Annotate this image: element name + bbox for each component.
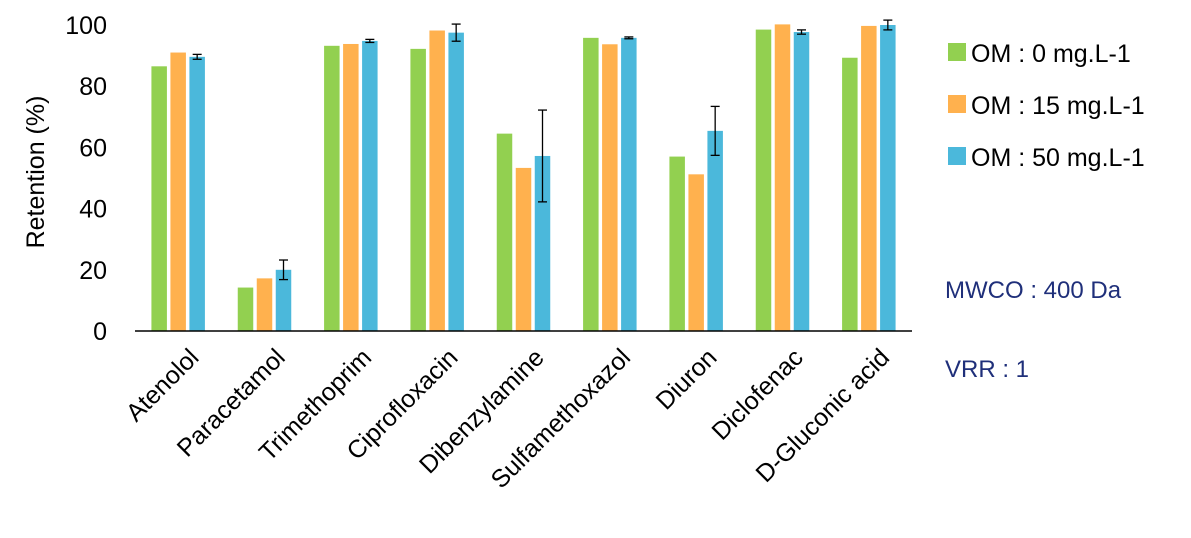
- y-tick-label: 100: [65, 12, 107, 40]
- bar-3: [534, 155, 551, 331]
- bar-1: [237, 287, 254, 331]
- bar-3: [362, 40, 378, 332]
- bar-1: [410, 48, 426, 331]
- bar-3: [880, 25, 896, 331]
- x-category-labels: AtenololParacetamolTrimethoprimCiproflox…: [121, 343, 895, 493]
- bar-2: [861, 25, 877, 331]
- bar-2: [343, 43, 359, 332]
- y-tick-label: 60: [79, 134, 107, 162]
- bar-2: [429, 30, 445, 332]
- bar-2: [688, 174, 704, 331]
- bar-2: [774, 24, 791, 331]
- bar-1: [755, 29, 772, 332]
- bar-2: [170, 52, 186, 331]
- x-category-label: Atenolol: [121, 343, 205, 427]
- bars-layer: [151, 24, 896, 332]
- legend-swatch-3: [948, 147, 966, 165]
- bar-3: [621, 37, 637, 332]
- bar-1: [496, 133, 513, 331]
- bar-1: [669, 156, 685, 331]
- bar-3: [793, 32, 810, 332]
- bar-1: [583, 37, 599, 332]
- bar-3: [707, 130, 723, 331]
- mwco-annotation: MWCO : 400 Da: [945, 277, 1122, 304]
- bar-3: [448, 32, 464, 332]
- bar-2: [602, 44, 618, 331]
- legend: OM : 0 mg.L-1 OM : 15 mg.L-1 OM : 50 mg.L-…: [948, 40, 1145, 172]
- y-tick-label: 20: [79, 257, 107, 285]
- y-tick-label: 40: [79, 196, 107, 224]
- y-axis-title: Retention (%): [22, 96, 50, 249]
- error-bars-layer: [192, 19, 893, 281]
- x-category-label: Diuron: [651, 343, 723, 415]
- bar-1: [324, 45, 340, 332]
- legend-swatch-2: [948, 95, 966, 113]
- bar-3: [275, 269, 292, 331]
- bar-1: [151, 66, 167, 331]
- y-tick-label: 80: [79, 73, 107, 101]
- vrr-annotation: VRR : 1: [945, 356, 1029, 383]
- bar-3: [189, 56, 205, 331]
- bar-1: [842, 57, 858, 331]
- bar-2: [515, 167, 532, 331]
- bar-2: [256, 278, 273, 331]
- legend-label-2: OM : 15 mg.L-1: [971, 92, 1145, 120]
- y-tick-label: 0: [93, 318, 107, 346]
- legend-swatch-1: [948, 43, 966, 61]
- y-tick-labels: 0 20 40 60 80 100: [65, 12, 107, 346]
- legend-label-3: OM : 50 mg.L-1: [971, 144, 1145, 172]
- legend-label-1: OM : 0 mg.L-1: [971, 40, 1131, 68]
